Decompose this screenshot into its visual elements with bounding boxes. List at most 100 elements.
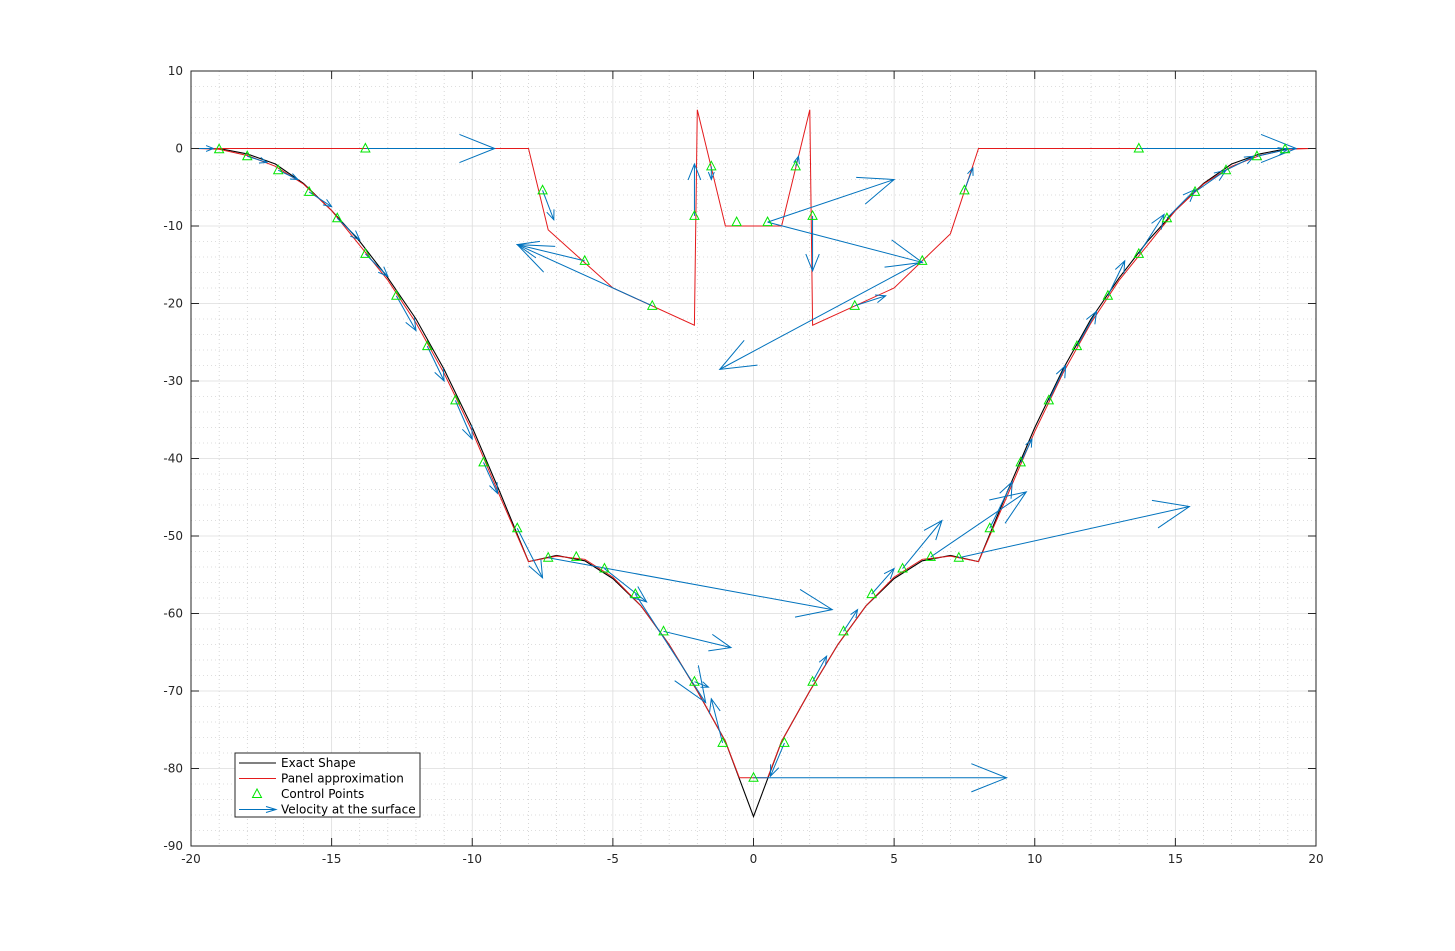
velocity-arrow-shaft [454,400,473,440]
velocity-arrow-head [989,491,1028,524]
velocity-arrow-shaft [517,244,585,262]
velocity-arrow [634,593,707,704]
control-point-marker [849,299,861,310]
control-point-marker [542,551,554,562]
velocity-arrow [515,240,585,262]
velocity-arrow-head [818,654,828,666]
control-point-marker [1279,143,1291,154]
velocity-arrow [548,557,834,618]
velocity-arrow-head [793,154,800,165]
control-point-marker [762,216,773,227]
control-point-marker [959,184,970,195]
control-point-marker [303,185,315,196]
velocity-arrow-shaft [548,557,833,611]
legend-entry: Panel approximation [239,772,404,786]
y-tick-label: 0 [175,142,183,156]
velocity-arrow [854,294,887,307]
velocity-arrow-head [707,171,715,181]
velocity-arrow-shaft [769,742,785,777]
velocity-arrow-shaft [1166,189,1196,219]
velocity-arrow [426,345,445,383]
velocity-arrow-head [434,368,445,383]
panel-approximation-line [196,109,1311,326]
control-point-marker [1189,185,1201,196]
velocity-arrow-head [999,480,1013,499]
velocity-arrow-shaft [694,681,709,688]
x-tick-label: 5 [890,852,898,866]
velocity-arrow-head [546,209,555,222]
velocity-arrow [902,519,943,569]
velocity-arrow-shaft [719,260,923,370]
control-point-marker [241,150,253,161]
control-point-marker [537,184,548,195]
velocity-arrow-head [1086,310,1098,325]
velocity-arrow-head [967,166,974,176]
velocity-arrow-shaft [767,221,923,263]
x-tick-label: -10 [462,852,482,866]
velocity-arrow-head [794,588,834,618]
velocity-arrow-head [489,482,499,495]
velocity-arrow [516,528,544,580]
velocity-arrow-head [1260,133,1298,164]
velocity-arrow [1166,188,1197,219]
velocity-arrow-head [700,681,710,688]
velocity-arrow [365,133,497,164]
velocity-arrow-shaft [1225,155,1255,171]
velocity-arrow-shaft [795,156,799,167]
legend-entry: Control Points [251,787,364,801]
velocity-arrow-shaft [1048,365,1067,401]
control-point-marker [1133,142,1145,153]
velocity-arrow [989,480,1013,529]
control-point-marker [658,625,669,636]
velocity-arrow [753,763,1008,793]
velocity-arrow-head [378,266,389,278]
velocity-arrow-head [687,162,702,181]
velocity-arrow-head [923,519,943,541]
control-point-marker [953,551,965,562]
control-point-marker [478,456,489,467]
velocity-arrow [930,491,1028,558]
velocity-arrow-shaft [989,481,1013,529]
legend-swatch-velocity-head [265,806,278,813]
velocity-arrow [963,166,974,191]
y-tick-label: -70 [163,684,183,698]
velocity-arrow-head [718,339,758,371]
y-tick-label: -50 [163,529,183,543]
velocity-arrow-head [805,253,820,273]
velocity-arrow [718,260,923,371]
velocity-arrow-shaft [517,244,653,307]
control-point-marker [807,209,818,220]
velocity-arrow-head [459,133,497,164]
velocity-arrow-head [1182,188,1197,202]
y-tick-label: -30 [163,374,183,388]
velocity-arrow [767,221,924,268]
velocity-arrow [1048,364,1067,401]
grid [190,70,1317,847]
velocity-arrow [805,215,820,273]
control-point-marker [450,394,461,405]
velocity-arrow-head [350,230,361,241]
x-tick-label: 20 [1308,852,1323,866]
velocity-arrow-shaft [1256,148,1288,157]
velocity-arrow [196,145,215,152]
velocity-arrow [454,400,473,441]
x-tick-label: -20 [181,852,201,866]
velocity-arrow-shaft [395,295,417,331]
control-point-marker [748,771,759,782]
y-tick-label: 10 [168,64,183,78]
velocity-arrow [958,499,1191,559]
velocity-arrow-head [674,665,707,704]
velocity-arrow [1020,437,1033,463]
control-point-marker [790,160,802,171]
control-point-marker [331,212,343,223]
control-point-marker [779,736,790,747]
velocity-arrow [687,162,702,216]
velocity-arrow-head [856,176,896,205]
velocity-arrow-head [1025,437,1033,448]
control-point-marker [646,299,658,310]
velocity-arrow [395,295,417,332]
y-tick-label: -80 [163,762,183,776]
control-point-marker [1251,150,1263,161]
velocity-arrow-head [1055,364,1067,379]
velocity-arrow [708,697,724,744]
